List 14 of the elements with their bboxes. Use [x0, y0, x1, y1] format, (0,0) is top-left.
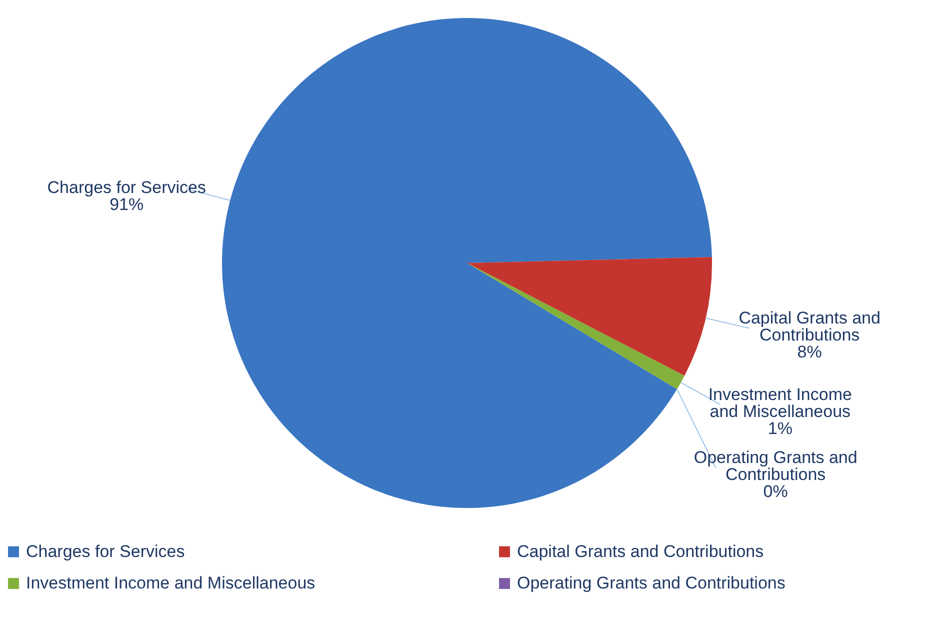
slice-label: Charges for Services	[47, 178, 206, 197]
legend-label: Operating Grants and Contributions	[517, 574, 786, 592]
legend-label: Capital Grants and Contributions	[517, 542, 764, 561]
text: 0%	[763, 482, 788, 501]
slice-label: Capital Grants and Contributions	[738, 308, 880, 345]
data-label: 1%	[768, 418, 792, 438]
legend-label: Charges for Services	[26, 542, 185, 561]
pie-slice	[467, 257, 712, 376]
data-label: 91%	[110, 194, 144, 214]
pie-slice	[467, 263, 685, 390]
data-label: 8%	[797, 342, 822, 362]
slice-label: Investment Income and Miscellaneous	[708, 384, 852, 421]
category-label: Operating Grants and Contributions	[694, 448, 858, 484]
legend-label: Investment Income and Miscellaneous	[26, 574, 316, 592]
